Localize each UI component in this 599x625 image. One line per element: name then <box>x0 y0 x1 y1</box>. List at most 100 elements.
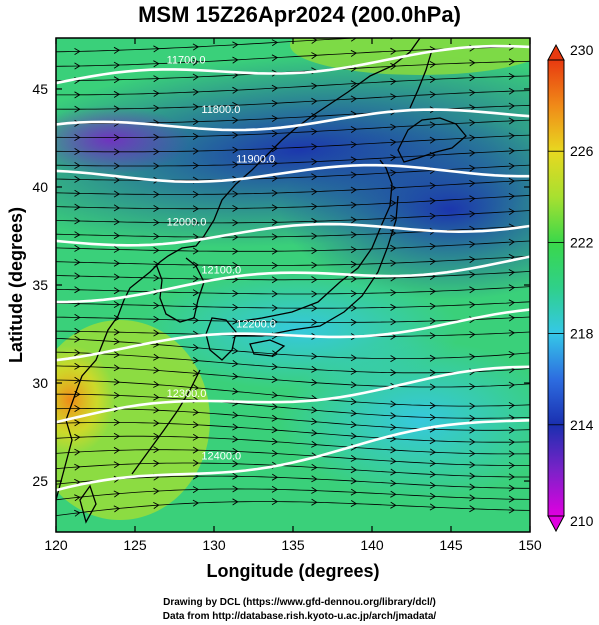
wind-arrow <box>192 303 200 310</box>
coastline-asia <box>56 38 421 501</box>
wind-arrow <box>390 501 397 509</box>
wind-arrow <box>469 164 476 172</box>
y-tick-label: 35 <box>32 277 48 293</box>
wind-arrow <box>232 423 239 431</box>
wind-arrow <box>350 421 358 429</box>
wind-arrow <box>113 505 121 513</box>
wind-arrow <box>429 354 437 362</box>
streamline <box>56 255 530 267</box>
wind-arrow <box>508 193 516 200</box>
wind-arrow <box>113 61 121 69</box>
wind-arrow <box>350 304 358 312</box>
wind-arrow <box>153 246 160 254</box>
wind-arrow <box>311 203 318 211</box>
wind-arrow <box>429 182 437 190</box>
wind-arrow <box>74 48 81 55</box>
wind-arrow <box>508 495 516 503</box>
wind-arrow <box>74 105 81 113</box>
colorbar-tick-label: 210 <box>570 513 594 529</box>
streamline <box>56 422 530 443</box>
wind-arrow <box>350 318 358 326</box>
wind-arrow <box>390 318 397 326</box>
wind-arrow <box>508 402 516 409</box>
wind-arrow <box>429 492 437 500</box>
wind-arrow <box>390 259 397 267</box>
colorbar-min-arrow <box>547 515 565 533</box>
wind-arrow <box>232 447 239 455</box>
wind-arrow <box>429 302 437 310</box>
wind-arrow <box>429 402 437 410</box>
colorbar-ticks: 210 214 218 222 226 230 <box>548 42 594 529</box>
colorbar-tick-label: 218 <box>570 326 594 342</box>
wind-arrow <box>271 391 279 399</box>
wind-arrow <box>390 355 397 363</box>
contour-label: 12200.0 <box>236 319 276 331</box>
wind-arrow <box>430 38 431 39</box>
wind-arrow <box>232 41 239 49</box>
wind-arrow <box>271 100 279 107</box>
y-tick-label: 45 <box>32 81 48 97</box>
wind-arrow <box>192 88 200 96</box>
wind-arrow <box>271 363 279 371</box>
wind-arrow <box>192 261 200 269</box>
coastline-kyushu <box>205 317 237 361</box>
wind-arrow <box>311 463 318 471</box>
wind-arrow <box>350 466 358 474</box>
streamline <box>56 379 530 407</box>
wind-arrow <box>311 247 318 255</box>
wind-arrow <box>508 102 516 110</box>
wind-arrow <box>311 188 318 196</box>
wind-arrow <box>469 74 476 82</box>
wind-arrow <box>232 498 239 506</box>
wind-arrow <box>74 148 81 155</box>
wind-arrow <box>153 366 160 374</box>
x-tick-label: 120 <box>44 537 68 553</box>
wind-arrow <box>153 446 160 454</box>
wind-arrow <box>350 367 358 375</box>
wind-arrow <box>469 353 476 361</box>
wind-arrow <box>232 131 239 139</box>
wind-arrow <box>311 261 318 269</box>
wind-arrow <box>429 503 437 511</box>
wind-arrow <box>232 56 239 64</box>
x-tick-label: 150 <box>518 537 542 553</box>
wind-arrow <box>350 231 358 239</box>
wind-arrow <box>192 118 200 126</box>
wind-arrow <box>311 232 318 240</box>
wind-arrow <box>311 304 318 312</box>
streamline <box>56 393 530 419</box>
wind-arrow <box>429 448 437 456</box>
wind-arrow <box>469 119 476 127</box>
wind-arrow <box>74 433 81 441</box>
streamline <box>56 301 530 309</box>
wind-arrow <box>350 409 358 417</box>
wind-arrow <box>232 219 239 227</box>
wind-arrow <box>390 199 397 207</box>
wind-arrow <box>271 247 279 255</box>
wind-arrow <box>232 247 239 255</box>
wind-arrow <box>192 205 200 213</box>
wind-arrow <box>232 372 239 380</box>
streamline <box>56 75 530 96</box>
y-tick-label: 25 <box>32 473 48 489</box>
wind-arrow <box>429 288 437 295</box>
wind-arrow <box>311 429 318 437</box>
coastline-shikoku <box>249 339 286 357</box>
wind-arrow <box>508 426 516 434</box>
wind-arrow <box>508 299 516 307</box>
wind-arrow <box>390 479 397 487</box>
y-axis: 25 30 35 40 45 <box>32 81 530 489</box>
wind-arrow <box>469 483 476 491</box>
wind-arrow <box>350 260 358 268</box>
wind-arrow <box>153 104 160 112</box>
wind-arrow <box>350 156 358 164</box>
wind-arrow <box>469 383 476 391</box>
wind-arrow <box>192 421 200 429</box>
wind-arrow <box>232 86 239 94</box>
wind-arrow <box>271 498 279 506</box>
wind-arrow <box>192 408 200 416</box>
wind-arrow <box>311 475 318 483</box>
wind-arrow <box>429 481 437 489</box>
wind-arrow <box>311 406 318 414</box>
streamline <box>56 210 530 224</box>
